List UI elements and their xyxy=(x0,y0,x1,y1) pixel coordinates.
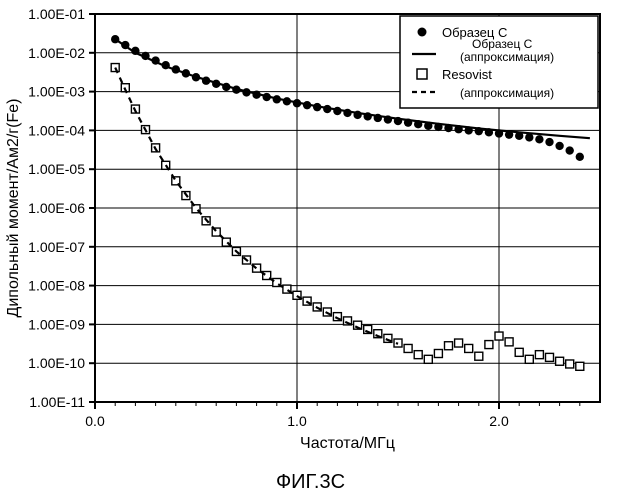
svg-text:Resovist: Resovist xyxy=(442,67,492,82)
svg-text:1.0: 1.0 xyxy=(287,413,307,429)
svg-text:1.00E-07: 1.00E-07 xyxy=(28,239,85,255)
svg-text:1.00E-03: 1.00E-03 xyxy=(28,84,85,100)
chart-plot: 0.0 1.0 2.0 1.00E-11 1.00E-10 1.00E-09 1.00E-0… xyxy=(0,0,621,460)
svg-text:1.00E-10: 1.00E-10 xyxy=(28,355,85,371)
svg-text:1.00E-04: 1.00E-04 xyxy=(28,122,85,138)
svg-text:(аппроксимация): (аппроксимация) xyxy=(460,86,554,100)
y-axis-label: Дипольный момент/Ам2/г(Fe) xyxy=(5,99,22,318)
figure-container: 0.0 1.0 2.0 1.00E-11 1.00E-10 1.00E-09 1.00E-0… xyxy=(0,0,621,500)
svg-text:1.00E-11: 1.00E-11 xyxy=(29,394,85,410)
svg-text:1.00E-08: 1.00E-08 xyxy=(28,278,85,294)
svg-text:Образец C: Образец C xyxy=(472,37,533,51)
figure-caption: ФИГ.3C xyxy=(0,471,621,494)
svg-text:1.00E-09: 1.00E-09 xyxy=(28,316,85,332)
x-axis-label: Частота/МГц xyxy=(300,435,395,452)
svg-text:2.0: 2.0 xyxy=(489,413,509,429)
svg-text:1.00E-06: 1.00E-06 xyxy=(28,200,85,216)
svg-text:0.0: 0.0 xyxy=(85,413,105,429)
svg-text:(аппроксимация): (аппроксимация) xyxy=(460,50,554,64)
svg-text:1.00E-02: 1.00E-02 xyxy=(28,45,85,61)
svg-text:1.00E-05: 1.00E-05 xyxy=(28,161,85,177)
svg-text:1.00E-01: 1.00E-01 xyxy=(28,6,85,22)
